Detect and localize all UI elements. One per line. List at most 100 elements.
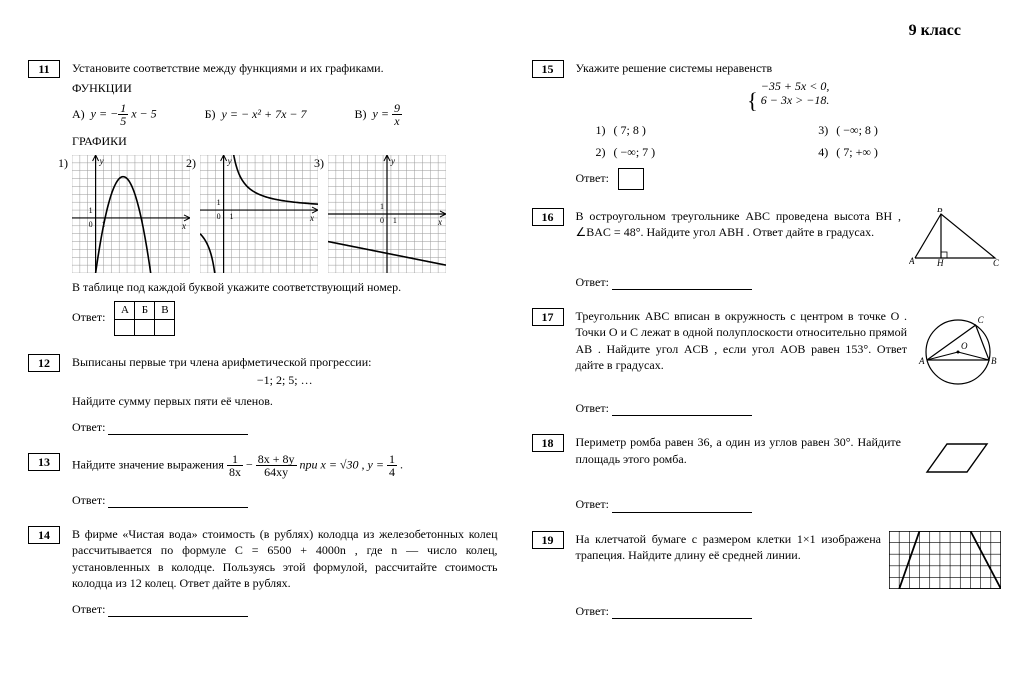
function-a: А) y = −15 x − 5 <box>72 102 157 127</box>
svg-text:C: C <box>978 315 985 325</box>
task-14-number: 14 <box>28 526 60 544</box>
answer-box[interactable] <box>618 168 644 190</box>
answer-label: Ответ: <box>576 171 609 185</box>
task-18-figure <box>909 434 1001 482</box>
function-b-formula: y = − x² + 7x − 7 <box>222 106 307 122</box>
svg-text:B: B <box>991 356 997 366</box>
graph-3: 3) 011xy <box>328 155 446 273</box>
fn-a-post: x − 5 <box>128 106 156 120</box>
abv-v: В <box>155 302 175 320</box>
task-11-prompt: Установите соответствие между функциями … <box>72 60 498 76</box>
task-16-figure: ABCH <box>909 208 1001 268</box>
task-12-number: 12 <box>28 354 60 372</box>
answer-blank[interactable] <box>612 404 752 416</box>
svg-text:1: 1 <box>229 212 233 221</box>
function-c: В) y = 9x <box>355 102 402 127</box>
task-14-answer: Ответ: <box>72 601 498 617</box>
svg-text:x: x <box>309 213 314 223</box>
function-a-formula: y = −15 x − 5 <box>91 102 157 127</box>
task-17-figure: ABCO <box>915 308 1001 390</box>
task-15: 15 Укажите решение системы неравенств { … <box>532 60 1002 190</box>
opt-3-num: 3) <box>818 122 828 138</box>
task-16: 16 В остроугольном треугольнике ABC пров… <box>532 208 1002 290</box>
fn-c-pre: y = <box>373 106 392 120</box>
graph-1-svg: 011xy <box>72 155 190 273</box>
svg-text:O: O <box>961 341 968 351</box>
task-17-answer: Ответ: <box>576 400 1002 416</box>
task-11-sub: В таблице под каждой буквой укажите соот… <box>72 279 498 295</box>
t13-end: . <box>400 457 403 471</box>
t13-minus: − <box>246 457 256 471</box>
answer-label: Ответ: <box>72 602 105 616</box>
task-13: 13 Найдите значение выражения 18x − 8x +… <box>28 453 498 508</box>
svg-text:1: 1 <box>217 198 221 207</box>
graph-3-label: 3) <box>314 155 324 171</box>
task-19-figure <box>889 531 1001 589</box>
task-19-number: 19 <box>532 531 564 549</box>
task-12-answer: Ответ: <box>72 419 498 435</box>
task-16-answer: Ответ: <box>576 274 1002 290</box>
graph-1: 1) 011xy <box>72 155 190 273</box>
fn-c-frac: 9x <box>392 102 402 127</box>
task-17-text: Треугольник ABC вписан в окружность с це… <box>576 308 908 390</box>
task-17-number: 17 <box>532 308 564 326</box>
fn-a-frac: 15 <box>118 102 128 127</box>
answer-blank[interactable] <box>108 423 248 435</box>
fn-a-pre: y = − <box>91 106 119 120</box>
function-b-label: Б) <box>205 106 216 122</box>
opt-4-text: ( 7; +∞ ) <box>836 144 878 160</box>
task-12-question: Найдите сумму первых пяти её членов. <box>72 393 498 409</box>
answer-label: Ответ: <box>576 497 609 511</box>
task-14-text: В фирме «Чистая вода» стоимость (в рубля… <box>72 526 498 591</box>
t13-mid: при x = √30 , y = <box>300 457 387 471</box>
abv-a: А <box>115 302 135 320</box>
functions-row: А) y = −15 x − 5 Б) y = − x² + 7x − 7 В)… <box>72 102 498 127</box>
t13-frac3: 14 <box>387 453 397 478</box>
column-left: 11 Установите соответствие между функция… <box>28 60 498 637</box>
abv-b-cell[interactable] <box>135 320 155 336</box>
answer-label: Ответ: <box>576 604 609 618</box>
task-17: 17 Треугольник ABC вписан в окружность с… <box>532 308 1002 416</box>
graph-3-svg: 011xy <box>328 155 446 273</box>
svg-text:0: 0 <box>380 216 384 225</box>
abv-a-cell[interactable] <box>115 320 135 336</box>
answer-blank[interactable] <box>612 501 752 513</box>
svg-text:0: 0 <box>217 212 221 221</box>
svg-text:y: y <box>99 156 104 166</box>
task-12-sequence: −1; 2; 5; … <box>72 372 498 388</box>
opt-2-num: 2) <box>596 144 606 160</box>
functions-heading: ФУНКЦИИ <box>72 80 498 96</box>
task-15-number: 15 <box>532 60 564 78</box>
abv-v-cell[interactable] <box>155 320 175 336</box>
opt-2-text: ( −∞; 7 ) <box>614 144 656 160</box>
graph-1-label: 1) <box>58 155 68 171</box>
opt-1-text: ( 7; 8 ) <box>614 122 646 138</box>
svg-text:H: H <box>936 258 944 268</box>
task-13-number: 13 <box>28 453 60 471</box>
task-12: 12 Выписаны первые три члена арифметичес… <box>28 354 498 435</box>
answer-label: Ответ: <box>576 275 609 289</box>
graph-2-svg: 011xy <box>200 155 318 273</box>
function-b: Б) y = − x² + 7x − 7 <box>205 102 307 127</box>
answer-label: Ответ: <box>576 401 609 415</box>
answer-blank[interactable] <box>612 607 752 619</box>
function-c-label: В) <box>355 106 367 122</box>
task-11-number: 11 <box>28 60 60 78</box>
answer-blank[interactable] <box>612 278 752 290</box>
task-13-text: Найдите значение выражения 18x − 8x + 8y… <box>72 453 498 478</box>
svg-text:y: y <box>390 156 395 166</box>
answer-blank[interactable] <box>108 605 248 617</box>
svg-text:0: 0 <box>89 220 93 229</box>
graph-2-label: 2) <box>186 155 196 171</box>
abv-table: АБВ <box>114 301 175 336</box>
abv-b: Б <box>135 302 155 320</box>
t13-pre: Найдите значение выражения <box>72 457 227 471</box>
task-15-system: { −35 + 5x < 0, 6 − 3x > −18. <box>576 80 1002 116</box>
svg-text:x: x <box>437 217 442 227</box>
opt-4-num: 4) <box>818 144 828 160</box>
opt-4: 4) ( 7; +∞ ) <box>818 144 1001 160</box>
task-13-answer: Ответ: <box>72 492 498 508</box>
task-19-answer: Ответ: <box>576 603 1002 619</box>
answer-blank[interactable] <box>108 496 248 508</box>
function-c-formula: y = 9x <box>373 102 402 127</box>
